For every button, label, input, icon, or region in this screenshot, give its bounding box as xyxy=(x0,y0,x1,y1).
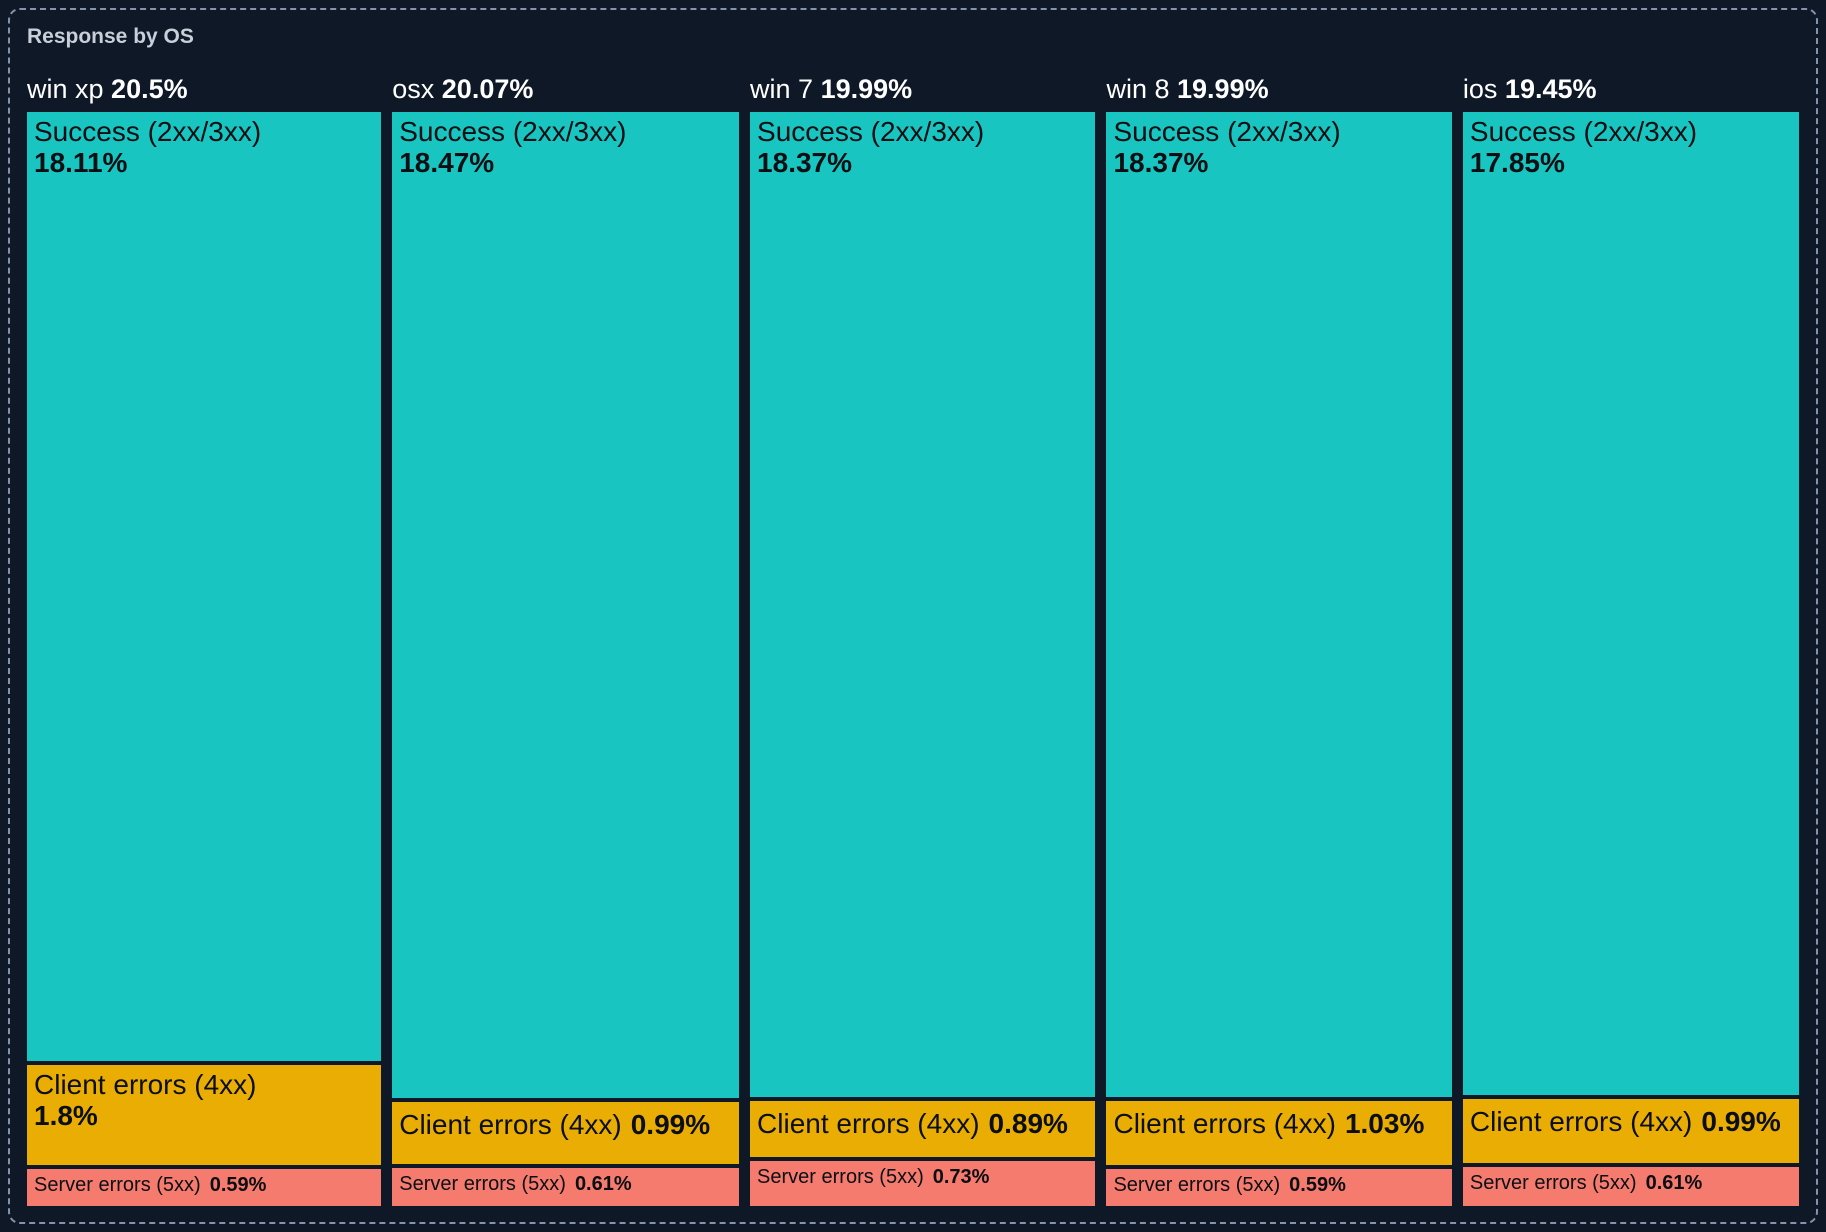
os-name: win xp xyxy=(27,74,104,104)
segment-value: 18.37% xyxy=(757,147,853,178)
os-total-percent: 19.99% xyxy=(820,74,913,104)
segment-value: 17.85% xyxy=(1469,147,1565,178)
server-errors-segment[interactable]: Server errors (5xx) 0.59% xyxy=(1106,1168,1452,1206)
segment-label: Server errors (5xx) xyxy=(1469,1171,1637,1194)
client-errors-segment[interactable]: Client errors (4xx) 0.99% xyxy=(392,1102,740,1164)
segment-label: Client errors (4xx) xyxy=(757,1107,980,1139)
segment-value: 1.03% xyxy=(1344,1107,1425,1139)
os-segments: Success (2xx/3xx) 17.85% Client errors (4x… xyxy=(1462,112,1799,1206)
os-column-ios: ios 19.45% Success (2xx/3xx) 17.85% Client … xyxy=(1462,74,1799,1206)
segment-label: Client errors (4xx) xyxy=(1113,1107,1336,1139)
os-column-header[interactable]: win 7 19.99% xyxy=(750,74,1095,104)
os-column-header[interactable]: win xp 20.5% xyxy=(27,74,381,104)
success-segment[interactable]: Success (2xx/3xx) 17.85% xyxy=(1462,112,1799,1096)
segment-value: 0.61% xyxy=(574,1172,632,1195)
segment-value: 18.47% xyxy=(399,147,495,178)
segment-value: 0.59% xyxy=(1289,1173,1346,1196)
segment-value: 0.61% xyxy=(1645,1171,1703,1194)
segment-label: Server errors (5xx) xyxy=(757,1166,924,1189)
client-errors-segment[interactable]: Client errors (4xx) 0.99% xyxy=(1462,1099,1799,1163)
response-by-os-panel: Response by OS win xp 20.5% Success (2xx/… xyxy=(8,8,1818,1224)
segment-value: 0.59% xyxy=(209,1174,267,1197)
os-column-win-8: win 8 19.99% Success (2xx/3xx) 18.37% Clien… xyxy=(1106,74,1452,1206)
os-segments: Success (2xx/3xx) 18.37% Client errors (4x… xyxy=(1106,112,1452,1206)
segment-value: 18.37% xyxy=(1113,147,1209,178)
os-name: win 8 xyxy=(1106,74,1170,104)
segment-label: Client errors (4xx) xyxy=(34,1069,257,1101)
client-errors-segment[interactable]: Client errors (4xx) 0.89% xyxy=(750,1100,1096,1158)
os-segments: Success (2xx/3xx) 18.47% Client errors (4x… xyxy=(392,112,740,1206)
server-errors-segment[interactable]: Server errors (5xx) 0.59% xyxy=(27,1169,382,1206)
segment-label: Success (2xx/3xx) xyxy=(757,116,985,147)
segment-value: 18.11% xyxy=(34,147,128,178)
success-segment[interactable]: Success (2xx/3xx) 18.37% xyxy=(750,112,1096,1097)
success-segment[interactable]: Success (2xx/3xx) 18.47% xyxy=(392,112,740,1099)
os-name: ios xyxy=(1462,74,1498,104)
segment-label: Success (2xx/3xx) xyxy=(1113,116,1341,147)
os-name: win 7 xyxy=(750,74,814,104)
segment-value: 0.99% xyxy=(1701,1106,1781,1138)
segment-label: Server errors (5xx) xyxy=(399,1172,566,1195)
segment-label: Success (2xx/3xx) xyxy=(34,116,262,147)
server-errors-segment[interactable]: Server errors (5xx) 0.61% xyxy=(1462,1166,1799,1206)
treemap-chart: win xp 20.5% Success (2xx/3xx) 18.11% Clien… xyxy=(27,74,1799,1206)
os-column-win-7: win 7 19.99% Success (2xx/3xx) 18.37% Clien… xyxy=(750,74,1096,1206)
os-column-osx: osx 20.07% Success (2xx/3xx) 18.47% Client … xyxy=(392,74,740,1206)
os-total-percent: 19.45% xyxy=(1504,74,1597,104)
client-errors-segment[interactable]: Client errors (4xx) 1.8% xyxy=(27,1065,382,1166)
os-column-header[interactable]: osx 20.07% xyxy=(392,74,739,104)
segment-value: 0.99% xyxy=(630,1109,711,1141)
os-column-header[interactable]: win 8 19.99% xyxy=(1106,74,1451,104)
success-segment[interactable]: Success (2xx/3xx) 18.11% xyxy=(27,112,382,1062)
os-total-percent: 20.5% xyxy=(111,74,188,104)
os-segments: Success (2xx/3xx) 18.11% Client errors (4x… xyxy=(27,112,382,1206)
client-errors-segment[interactable]: Client errors (4xx) 1.03% xyxy=(1106,1100,1452,1165)
os-column-win-xp: win xp 20.5% Success (2xx/3xx) 18.11% Clien… xyxy=(27,74,382,1206)
segment-label: Success (2xx/3xx) xyxy=(1469,116,1698,147)
segment-label: Success (2xx/3xx) xyxy=(399,116,627,147)
segment-value: 0.89% xyxy=(988,1107,1068,1139)
os-segments: Success (2xx/3xx) 18.37% Client errors (4x… xyxy=(750,112,1096,1206)
os-column-header[interactable]: ios 19.45% xyxy=(1463,74,1799,104)
segment-value: 1.8% xyxy=(34,1100,98,1132)
server-errors-segment[interactable]: Server errors (5xx) 0.73% xyxy=(750,1161,1096,1206)
server-errors-segment[interactable]: Server errors (5xx) 0.61% xyxy=(392,1167,740,1206)
os-total-percent: 19.99% xyxy=(1177,74,1269,104)
segment-label: Client errors (4xx) xyxy=(399,1109,622,1141)
segment-label: Client errors (4xx) xyxy=(1469,1106,1693,1138)
segment-label: Server errors (5xx) xyxy=(1113,1173,1281,1196)
segment-value: 0.73% xyxy=(932,1166,990,1189)
segment-label: Server errors (5xx) xyxy=(34,1174,201,1197)
os-name: osx xyxy=(392,74,435,104)
panel-title: Response by OS xyxy=(27,25,194,48)
success-segment[interactable]: Success (2xx/3xx) 18.37% xyxy=(1106,112,1452,1097)
os-total-percent: 20.07% xyxy=(441,74,534,104)
